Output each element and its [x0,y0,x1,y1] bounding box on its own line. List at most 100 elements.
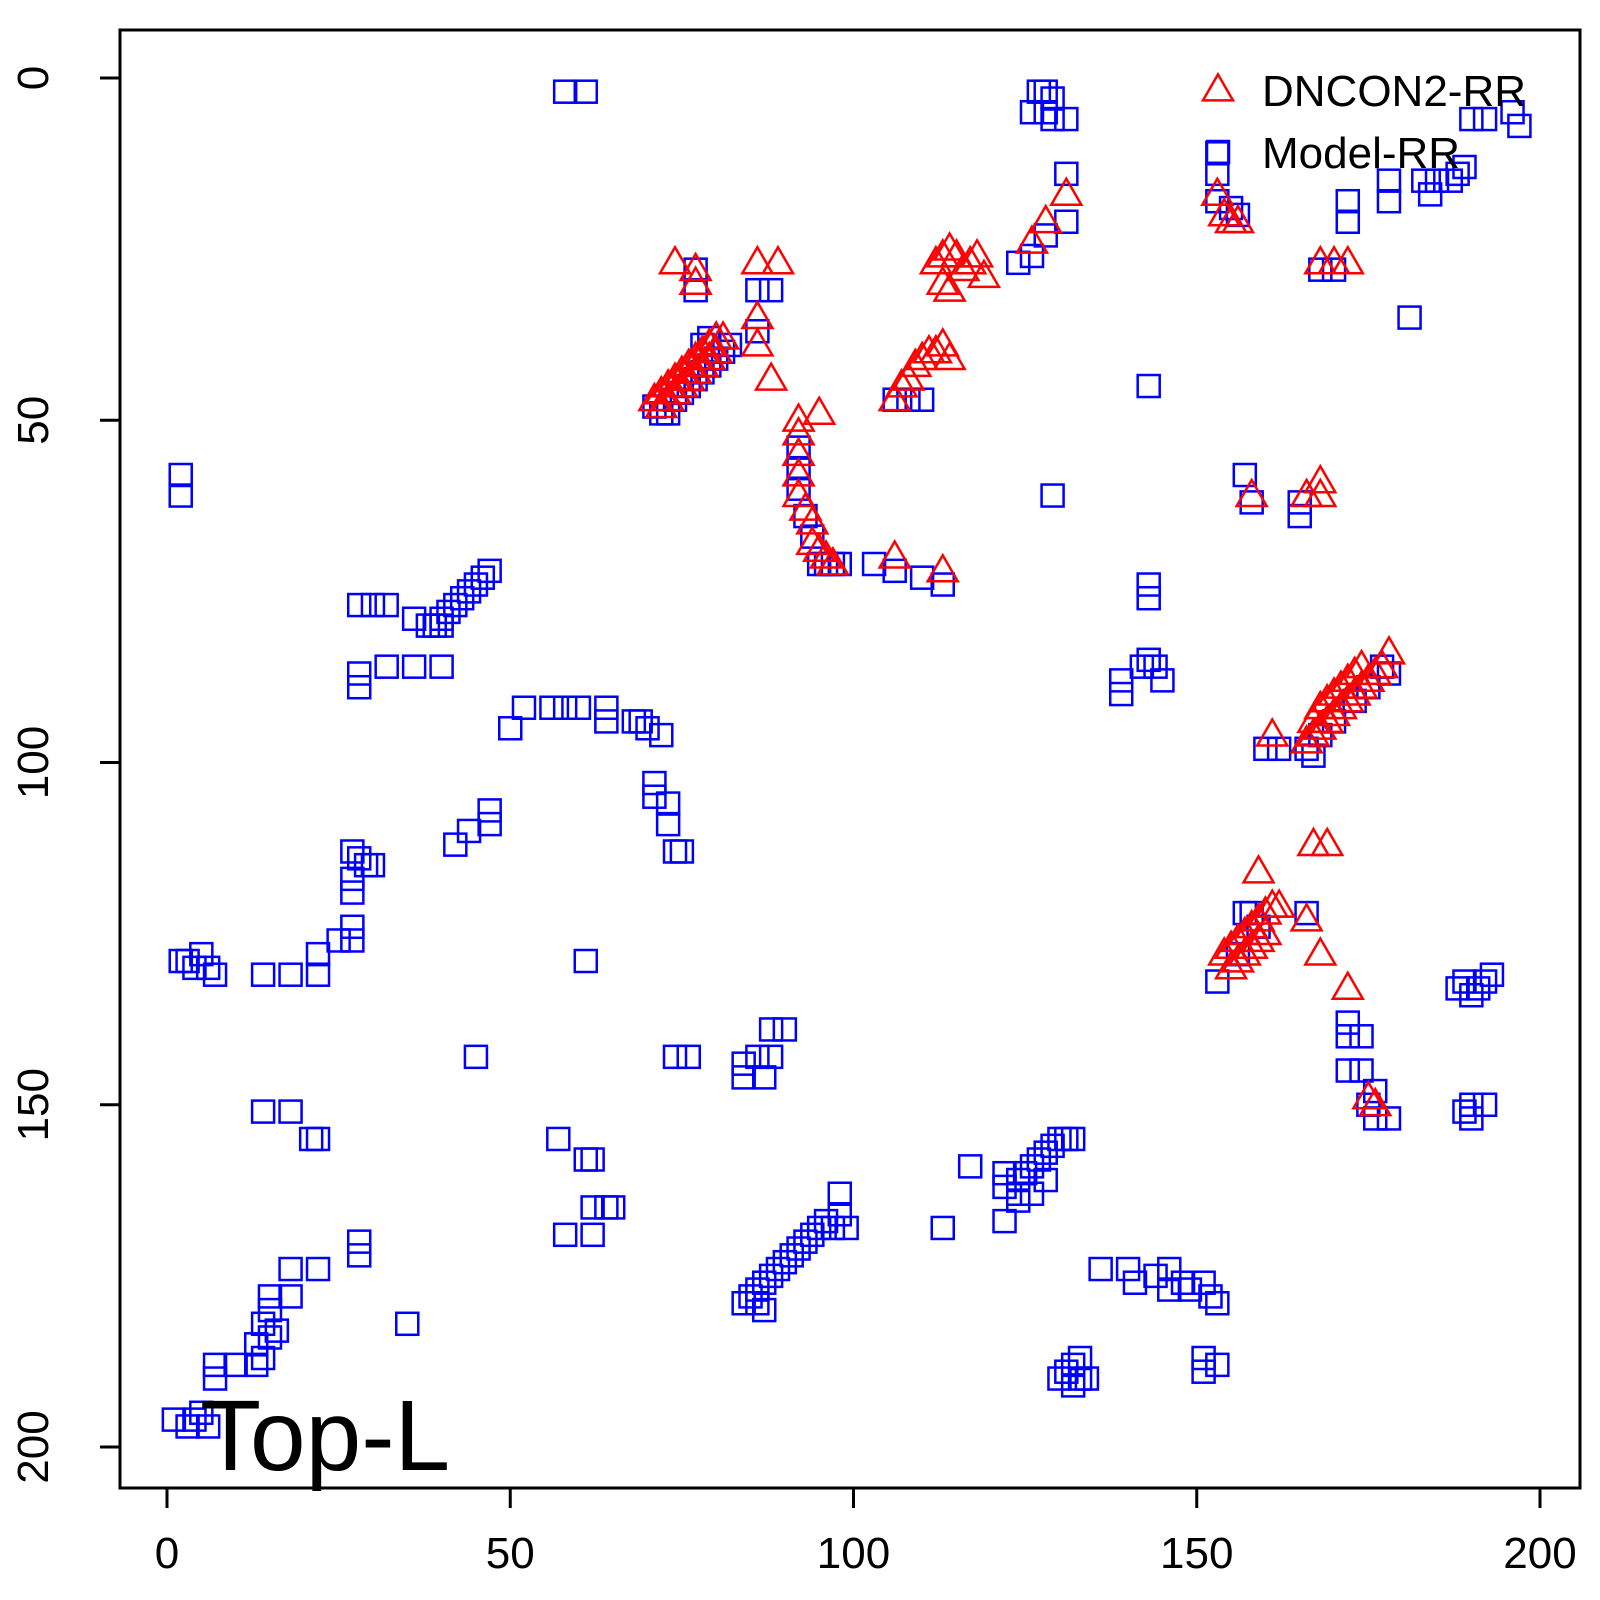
model-rr-point [1054,1359,1079,1384]
dncon2-rr-point [781,415,816,446]
model-rr-point [1136,572,1161,597]
model-rr-point [580,1147,605,1172]
legend: DNCON2-RR Model-RR [1200,67,1526,178]
model-rr-point [1191,1359,1216,1384]
model-rr-point [1019,243,1045,269]
model-rr-point [655,811,681,837]
model-rr-point [1136,647,1161,673]
model-rr-point [401,606,427,632]
model-rr-point [731,1065,756,1090]
dncon2-rr-point [1330,970,1365,1001]
model-rr-point [195,1414,221,1439]
model-rr-point [1445,976,1470,1001]
model-rr-point [1170,1270,1196,1295]
dncon2-rr-point [1220,203,1256,234]
model-rr-point [1054,106,1079,132]
model-rr-point [346,846,372,871]
dncon2-rr-point [795,504,830,535]
model-rr-point [195,955,221,981]
model-rr-point [772,1249,798,1275]
model-rr-point [1054,161,1079,187]
model-rr-point [1047,1366,1072,1391]
dncon2-rr-point [932,231,967,261]
legend-label: DNCON2-RR [1262,67,1526,116]
model-rr-point [360,592,386,618]
model-rr-point [1239,490,1264,515]
model-rr-point [1006,1188,1031,1213]
dncon2-rr-point [966,258,1002,289]
model-rr-point [1452,1099,1477,1124]
model-rr-point [463,572,489,597]
dncon2-rr-point [959,237,995,268]
model-rr-point [202,1352,228,1378]
model-rr-point [655,791,681,816]
model-rr-point [642,784,667,809]
model-rr-point [1177,1277,1203,1302]
dncon2-rr-point [802,532,837,562]
model-rr-point [340,928,365,953]
dncon2-rr-point [1303,477,1338,508]
dncon2-rr-point [1261,888,1297,918]
model-rr-point [1074,1366,1100,1391]
model-rr-point [1122,1270,1148,1295]
data-points [161,79,1532,1439]
model-rr-point [827,1202,853,1227]
model-rr-point [175,948,200,974]
model-rr-point [758,277,784,303]
model-rr-point [1198,1284,1223,1309]
model-rr-point [552,1222,578,1248]
model-rr-point [1060,1126,1086,1152]
dncon2-rr-point [1303,936,1338,966]
y-tick-label: 200 [9,1410,58,1483]
model-rr-point [662,1044,688,1070]
model-rr-point [1019,99,1045,125]
model-rr-point [573,948,599,974]
model-rr-point [498,716,523,741]
dncon2-rr-point [1200,176,1235,207]
dncon2-rr-point [740,326,775,357]
plot-annotation: Top-L [200,1380,450,1492]
model-rr-point [909,565,935,590]
model-rr-point [1452,969,1477,994]
model-rr-point [1459,1106,1484,1131]
model-rr-point [360,852,386,878]
model-rr-point [1129,654,1155,679]
model-rr-point [250,1345,276,1371]
dncon2-rr-point [781,456,816,487]
model-rr-point [243,1352,269,1378]
model-rr-point [1067,1345,1093,1371]
model-rr-point [340,914,365,940]
dncon2-rr-point [932,340,967,371]
y-axis: 0 50 100 150 200 [9,66,122,1484]
model-rr-point [1321,257,1347,282]
model-rr-point [580,1222,605,1248]
model-rr-point [1060,1373,1086,1398]
model-rr-point [546,1126,571,1152]
model-rr-point [1335,209,1361,234]
y-tick-label: 50 [9,396,58,445]
model-rr-point [401,654,427,679]
model-rr-point [175,1414,200,1439]
model-rr-point [1376,168,1402,193]
model-rr-point [1040,86,1065,111]
model-rr-point [1507,113,1532,139]
model-rr-point [834,1215,859,1241]
model-rr-point [882,558,907,584]
model-rr-point [552,79,578,104]
model-rr-point [1472,106,1498,132]
model-rr-point [305,962,331,987]
model-rr-point [449,585,475,611]
dncon2-rr-point [1248,915,1283,946]
model-rr-point [1033,79,1058,104]
model-rr-point [463,1044,489,1070]
model-rr-point [1452,154,1477,180]
dncon2-rr-point [781,436,816,467]
model-rr-point [1472,1092,1498,1117]
model-rr-point [1033,223,1058,248]
model-rr-point [1191,1345,1216,1371]
model-rr-point [1349,1058,1374,1083]
dncon2-rr-point [692,340,727,371]
model-rr-point [340,880,365,905]
model-rr-point [1417,182,1443,207]
